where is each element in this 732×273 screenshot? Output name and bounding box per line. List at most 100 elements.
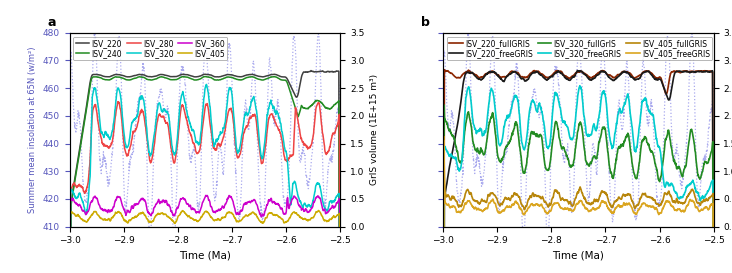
Line: ISV_405_fullGRIS: ISV_405_fullGRIS [443,136,714,273]
Line: ISV_220: ISV_220 [70,71,340,273]
Legend: ISV_220, ISV_240, ISV_280, ISV_320, ISV_360, ISV_405: ISV_220, ISV_240, ISV_280, ISV_320, ISV_… [73,37,227,60]
ISV_220_freeGRIS [466,71,475,75]
Line: ISV_405_freeGRIS: ISV_405_freeGRIS [443,141,714,273]
ISV_280 [175,123,184,127]
ISV_360 [277,206,285,210]
ISV_220 [93,73,102,76]
ISV_320_fullGrIS [655,179,664,182]
ISV_320_freeGRIS [558,118,567,121]
ISV_405_freeGRIS [625,201,634,205]
ISV_405_freeGRIS [439,139,448,142]
ISV_405 [175,214,184,217]
ISV_320_fullGrIS [650,158,659,162]
ISV_220_fullGRIS [548,73,557,76]
ISV_405_freeGRIS [548,203,557,207]
Line: ISV_280: ISV_280 [70,102,340,273]
ISV_320_freeGRIS [655,146,664,149]
ISV_320_freeGRIS [466,97,475,101]
ISV_405_freeGRIS [650,207,659,210]
ISV_220 [184,73,193,77]
ISV_220 [307,69,315,72]
ISV_320 [184,118,193,121]
ISV_220_freeGRIS [548,75,557,79]
ISV_240 [175,77,184,80]
Text: b: b [422,16,430,29]
ISV_405_fullGRIS [650,199,659,202]
ISV_405_freeGRIS [466,202,475,205]
ISV_320_freeGRIS [575,84,584,87]
ISV_240 [277,78,285,81]
ISV_220_freeGRIS [625,72,634,76]
ISV_320_fullGrIS [625,139,634,142]
ISV_405_fullGRIS [625,193,634,196]
ISV_280 [93,113,102,116]
Line: ISV_320_freeGRIS: ISV_320_freeGRIS [443,86,714,273]
ISV_220_fullGRIS [650,75,659,78]
Line: ISV_320_fullGrIS: ISV_320_fullGrIS [443,105,714,273]
ISV_240 [251,76,260,80]
ISV_240 [184,76,193,79]
ISV_405_fullGRIS [466,192,475,195]
ISV_405 [184,214,193,218]
ISV_320_fullGrIS [558,147,567,150]
ISV_405_fullGRIS [439,135,448,138]
ISV_320 [277,122,285,125]
ISV_220 [276,75,285,78]
ISV_360 [251,201,260,204]
Legend: ISV_220_fullGRIS, ISV_220_freeGRIS, ISV_320_fullGrIS, ISV_320_freeGRIS, ISV_405_: ISV_220_fullGRIS, ISV_220_freeGRIS, ISV_… [447,37,712,60]
ISV_320 [93,99,102,102]
ISV_320 [175,115,184,118]
Text: a: a [48,16,56,29]
ISV_220_freeGRIS [650,77,659,80]
ISV_320 [281,149,290,152]
ISV_320_freeGRIS [625,100,634,103]
Y-axis label: GrIS volume (1E+15 m³): GrIS volume (1E+15 m³) [370,74,379,185]
Y-axis label: Summer mean insolation at 65N (w/m²): Summer mean insolation at 65N (w/m²) [28,46,37,213]
ISV_220_fullGRIS [440,68,449,71]
ISV_320_fullGrIS [466,123,475,126]
ISV_240 [93,75,102,79]
ISV_320 [202,83,211,86]
ISV_220_fullGRIS [466,71,475,74]
Line: ISV_320: ISV_320 [70,84,340,273]
ISV_320_fullGrIS [548,138,557,141]
ISV_360 [93,197,102,200]
ISV_360 [184,204,193,207]
Line: ISV_220_freeGRIS: ISV_220_freeGRIS [443,70,714,273]
ISV_220_fullGRIS [625,71,634,75]
ISV_405_fullGRIS [558,196,567,200]
ISV_360 [201,194,210,197]
ISV_220_freeGRIS [655,78,664,81]
ISV_405_freeGRIS [558,207,567,210]
ISV_280 [184,128,193,132]
ISV_405 [93,213,102,216]
ISV_280 [113,100,122,103]
ISV_360 [175,203,184,206]
ISV_405_fullGRIS [548,196,557,199]
ISV_405 [314,209,323,212]
ISV_405 [251,213,260,216]
ISV_320_freeGRIS [548,111,557,115]
ISV_220 [281,75,290,79]
X-axis label: Time (Ma): Time (Ma) [553,251,605,261]
ISV_405_fullGRIS [655,204,664,207]
ISV_220 [251,74,260,77]
ISV_240 [201,75,209,78]
ISV_280 [277,133,285,136]
X-axis label: Time (Ma): Time (Ma) [179,251,231,261]
ISV_280 [281,158,290,161]
ISV_405 [281,220,290,224]
Line: ISV_405: ISV_405 [70,210,340,273]
Line: ISV_360: ISV_360 [70,195,340,273]
ISV_320_fullGrIS [440,103,449,107]
ISV_240 [281,79,290,82]
ISV_220_freeGRIS [573,69,582,72]
ISV_360 [281,212,290,215]
Line: ISV_220_fullGRIS: ISV_220_fullGRIS [443,70,714,273]
ISV_280 [251,115,260,118]
ISV_220_freeGRIS [558,72,567,76]
ISV_320 [251,106,260,109]
ISV_220_fullGRIS [558,72,567,75]
Line: ISV_240: ISV_240 [70,77,340,273]
ISV_405_freeGRIS [655,212,664,216]
